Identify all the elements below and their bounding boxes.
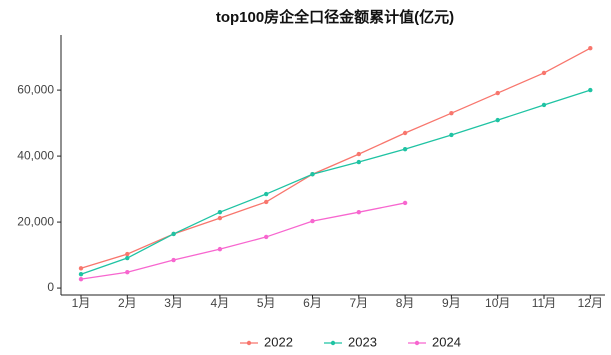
- data-point: [310, 172, 315, 177]
- data-point: [449, 132, 454, 138]
- legend-label: 2024: [432, 334, 461, 349]
- legend-marker: [414, 340, 420, 346]
- data-point: [78, 266, 84, 271]
- x-tick-label: 11月: [532, 296, 556, 310]
- data-point: [217, 215, 223, 221]
- data-point: [217, 246, 223, 252]
- data-point: [588, 45, 593, 51]
- series-line: [80, 47, 591, 269]
- data-point: [402, 130, 408, 136]
- y-tick-label: 40,000: [17, 148, 54, 162]
- legend-marker: [246, 340, 252, 346]
- x-tick-label: 9月: [442, 296, 461, 310]
- data-point: [356, 151, 361, 157]
- y-tick-label: 0: [47, 280, 54, 294]
- data-point: [264, 234, 269, 240]
- y-tick-label: 60,000: [17, 82, 54, 96]
- x-tick-label: 4月: [211, 296, 230, 310]
- data-point: [78, 272, 84, 277]
- data-point: [356, 159, 361, 165]
- x-tick-label: 2月: [118, 296, 137, 310]
- data-point: [264, 199, 269, 205]
- data-point: [310, 218, 315, 224]
- data-point: [78, 276, 84, 282]
- x-tick-label: 5月: [257, 296, 276, 310]
- x-tick-label: 6月: [303, 296, 322, 310]
- series-line: [80, 202, 406, 280]
- data-point: [495, 117, 500, 123]
- data-point: [217, 209, 223, 215]
- data-point: [125, 251, 130, 257]
- data-point: [588, 87, 593, 93]
- data-point: [171, 257, 176, 263]
- data-point: [541, 102, 547, 108]
- data-point: [125, 255, 130, 261]
- chart-title: top100房企全口径金额累计值(亿元): [216, 8, 454, 26]
- data-point: [402, 200, 408, 206]
- x-tick-label: 7月: [349, 296, 368, 310]
- x-tick-label: 1月: [72, 296, 91, 310]
- x-tick-label: 8月: [396, 296, 415, 310]
- series-line: [80, 89, 591, 275]
- data-point: [264, 191, 269, 197]
- data-point: [402, 146, 408, 152]
- data-point: [495, 90, 500, 96]
- legend-label: 2022: [264, 334, 293, 349]
- data-point: [449, 110, 454, 116]
- data-point: [125, 270, 130, 275]
- x-tick-label: 10月: [485, 296, 510, 310]
- y-tick-label: 20,000: [17, 214, 54, 228]
- data-point: [541, 70, 547, 76]
- legend-label: 2023: [348, 334, 377, 349]
- data-point: [356, 209, 361, 215]
- x-tick-label: 12月: [578, 296, 603, 310]
- x-tick-label: 3月: [164, 296, 183, 310]
- legend-marker: [330, 340, 336, 346]
- data-point: [171, 231, 176, 237]
